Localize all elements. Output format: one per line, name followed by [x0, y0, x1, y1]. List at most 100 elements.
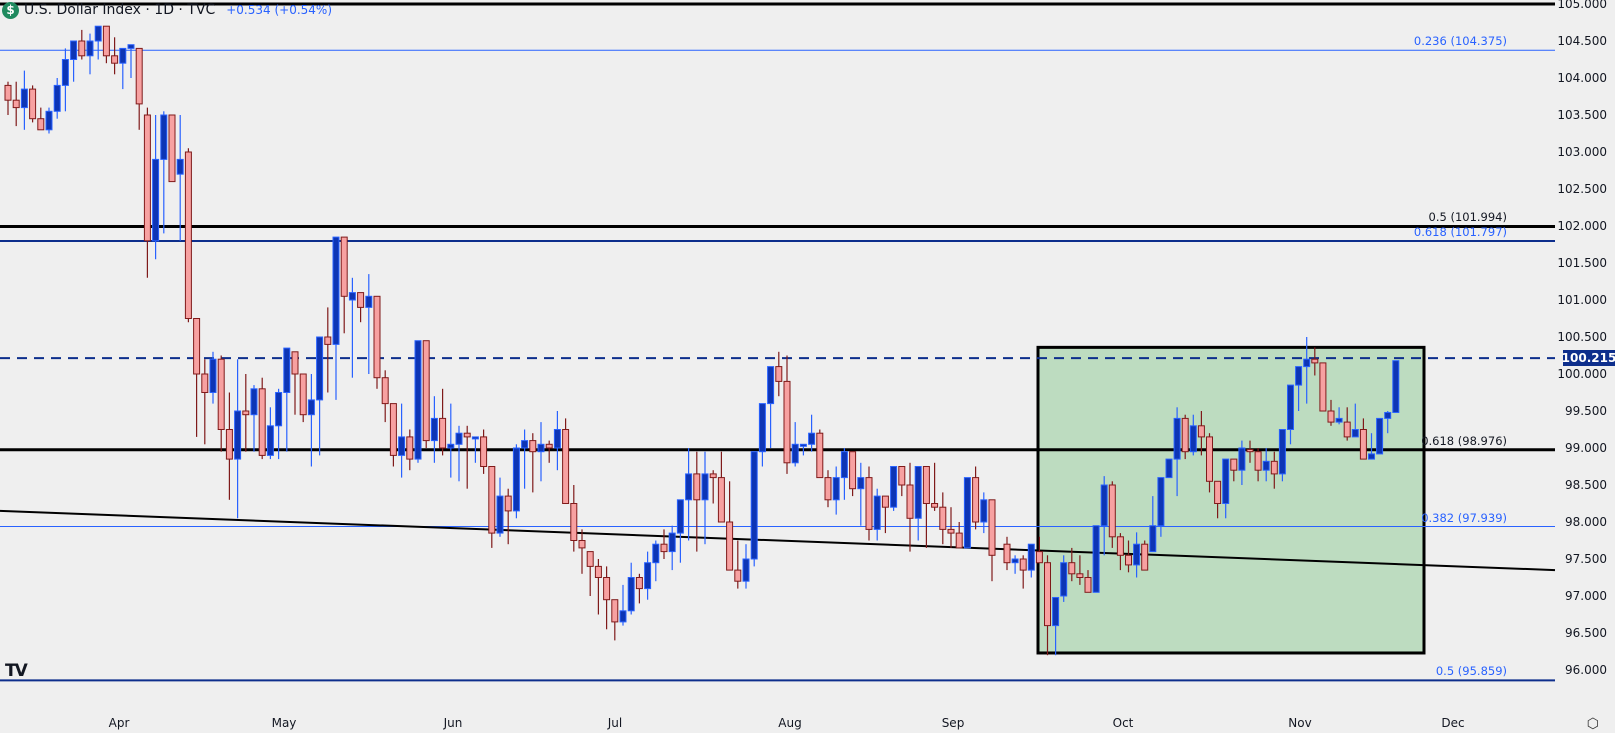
settings-gear-icon[interactable]: ⬡ — [1586, 716, 1599, 732]
candle-body — [693, 473, 701, 501]
candle-body — [955, 532, 963, 549]
candle-body — [176, 158, 184, 175]
candle-body — [775, 366, 783, 382]
candle-body — [316, 336, 324, 401]
candle-body — [1149, 525, 1157, 553]
price-tick-label: 102.000 — [1557, 219, 1607, 233]
candle-body — [1254, 451, 1262, 471]
candle-body — [1214, 480, 1222, 504]
candle-body — [906, 484, 914, 519]
candle-body — [127, 44, 135, 49]
time-tick-label: Jun — [443, 716, 463, 730]
candle-body — [750, 451, 758, 560]
candle-body — [463, 432, 471, 438]
candle-body — [209, 358, 217, 394]
time-tick-label: Sep — [941, 716, 965, 730]
candle-body — [898, 466, 906, 486]
candle-body — [29, 88, 37, 120]
chart-header: $ U.S. Dollar Index · 1D · TVC +0.534 (+… — [2, 0, 332, 20]
candle-body — [1189, 425, 1197, 453]
candle-body — [135, 47, 143, 105]
candle-body — [1060, 562, 1068, 597]
candle-body — [1384, 411, 1392, 419]
symbol-title[interactable]: U.S. Dollar Index · 1D · TVC — [24, 2, 216, 18]
candle-body — [1084, 577, 1092, 593]
candle-body — [529, 440, 537, 453]
candle-body — [1278, 429, 1286, 475]
candle-body — [373, 295, 381, 379]
candle-body — [1157, 477, 1165, 527]
candle-body — [676, 499, 684, 534]
candle-body — [619, 610, 627, 623]
candle-body — [1351, 429, 1359, 438]
candle-body — [496, 495, 504, 534]
candle-body — [275, 392, 283, 427]
time-tick-label: Jul — [607, 716, 623, 730]
time-tick-label: Apr — [108, 716, 130, 730]
candle-body — [767, 366, 775, 405]
price-tick-label: 101.000 — [1557, 293, 1607, 307]
candle-body — [1133, 543, 1141, 566]
price-tick-label: 96.000 — [1565, 663, 1607, 677]
candle-body — [414, 340, 422, 460]
candle-body — [939, 506, 947, 530]
candle-body — [570, 503, 578, 541]
candle-body — [799, 443, 807, 447]
candle-body — [1003, 543, 1011, 564]
candle-body — [1392, 360, 1400, 413]
candle-body — [504, 495, 512, 512]
candle-body — [865, 477, 873, 530]
candle-body — [1327, 410, 1335, 423]
price-tick-label: 102.500 — [1557, 182, 1607, 196]
candle-body — [53, 84, 61, 112]
candle-body — [808, 432, 816, 445]
price-tick-label: 99.500 — [1565, 404, 1607, 418]
candle-body — [873, 495, 881, 530]
candle-body — [881, 495, 889, 508]
candle-body — [1092, 525, 1100, 593]
candle-body — [111, 55, 119, 64]
price-tick-label: 103.000 — [1557, 145, 1607, 159]
highlight-box — [1036, 345, 1426, 655]
candle-body — [963, 477, 971, 549]
candle-body — [1173, 417, 1181, 460]
candle-body — [119, 47, 127, 64]
current-price-tag: 100.215 — [1561, 350, 1615, 367]
candle-body — [668, 532, 676, 553]
candle-body — [1287, 384, 1294, 431]
candle-body — [357, 292, 365, 308]
candle-body — [824, 477, 832, 501]
tradingview-logo-icon[interactable]: TV — [5, 661, 28, 681]
candle-body — [553, 429, 561, 449]
candle-body — [1019, 558, 1027, 571]
candle-body — [70, 40, 78, 60]
candle-body — [980, 499, 988, 523]
price-tick-label: 101.500 — [1557, 256, 1607, 270]
candle-body — [1246, 448, 1254, 453]
candle-body — [1068, 562, 1076, 575]
candle-body — [521, 440, 529, 449]
candle-body — [217, 358, 225, 431]
candle-body — [1295, 366, 1303, 386]
candle-body — [914, 466, 922, 519]
candle-body — [365, 295, 373, 308]
candle-body — [594, 565, 602, 579]
candle-body — [890, 466, 898, 508]
time-tick-label: Dec — [1441, 716, 1465, 730]
time-tick-label: Oct — [1112, 716, 1134, 730]
candle-body — [266, 425, 274, 456]
candle-body — [742, 558, 750, 582]
candle-body — [94, 25, 102, 42]
candle-body — [455, 432, 463, 445]
candle-body — [849, 451, 857, 490]
candle-body — [1076, 573, 1084, 578]
candle-body — [78, 40, 86, 57]
candle-body — [734, 569, 742, 582]
candle-body — [324, 336, 332, 345]
candle-body — [578, 540, 586, 549]
candle-body — [258, 388, 266, 456]
candle-body — [627, 577, 635, 612]
candle-body — [20, 88, 28, 109]
price-tick-label: 104.000 — [1557, 71, 1607, 85]
